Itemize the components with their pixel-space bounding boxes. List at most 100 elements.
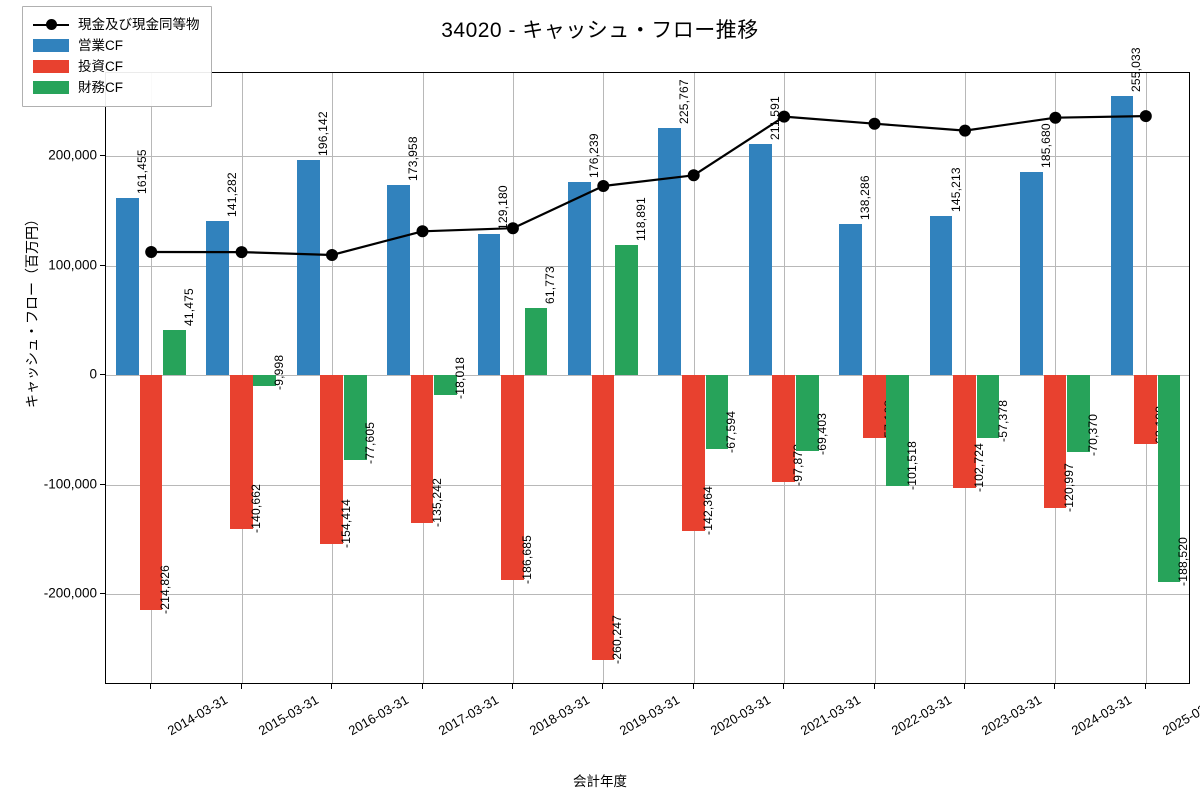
- y-axis-tick-label: 0: [89, 366, 97, 382]
- line-marker: [1049, 111, 1062, 124]
- bar-投資CF: [229, 375, 253, 530]
- line-marker: [145, 246, 158, 258]
- x-axis-tick-label: 2019-03-31: [617, 692, 683, 739]
- gridline-horizontal: [106, 156, 1189, 158]
- x-axis-tick-mark: [511, 684, 513, 689]
- x-axis-tick-label: 2017-03-31: [436, 692, 502, 739]
- bar-財務CF: [795, 375, 819, 452]
- bar-営業CF: [387, 184, 410, 376]
- legend-item-label: 財務CF: [78, 79, 123, 95]
- x-axis-tick-mark: [240, 684, 242, 689]
- x-axis-tick-mark: [421, 684, 423, 689]
- bar-営業CF: [1110, 96, 1134, 376]
- legend-line-marker-icon: [33, 18, 69, 32]
- line-marker: [778, 110, 791, 123]
- bar-営業CF: [115, 198, 139, 376]
- gridline-horizontal: [106, 375, 1189, 377]
- bar-営業CF: [568, 182, 591, 376]
- plot-area: 161,455 141,282 196,142 173,958 129,180 176,2…: [105, 47, 1190, 684]
- bar-営業CF: [839, 223, 863, 376]
- line-marker: [1139, 110, 1152, 123]
- line-marker: [326, 249, 338, 261]
- bar-営業CF: [296, 160, 320, 376]
- line-marker: [959, 124, 971, 137]
- bar-財務CF: [1067, 375, 1090, 453]
- bar-投資CF: [862, 375, 886, 438]
- line-marker: [687, 169, 700, 182]
- bar-営業CF: [206, 220, 230, 376]
- legend-item-label: 投資CF: [78, 58, 123, 74]
- gridline-horizontal: [106, 594, 1189, 596]
- y-axis-tick-label: -100,000: [43, 476, 97, 492]
- x-axis-tick-mark: [873, 684, 875, 689]
- y-axis-label: キャッシュ・フロー（百万円）: [24, 212, 40, 408]
- bar-財務CF: [976, 375, 1000, 438]
- y-axis-tick-mark: [100, 155, 105, 157]
- x-axis-tick-label: 2014-03-31: [165, 692, 231, 739]
- line-marker: [416, 225, 429, 238]
- x-axis-tick-mark: [1054, 684, 1056, 689]
- legend-item-label: 現金及び現金同等物: [78, 16, 200, 32]
- x-axis-tick-label: 2024-03-31: [1069, 692, 1135, 739]
- bar-財務CF: [886, 375, 910, 487]
- x-axis-tick-mark: [602, 684, 604, 689]
- y-axis-tick-label: -200,000: [43, 585, 97, 601]
- x-axis-tick-mark: [783, 684, 785, 689]
- x-axis-tick-label: 2023-03-31: [978, 692, 1044, 739]
- bar-財務CF: [524, 307, 548, 376]
- x-axis-tick-mark: [331, 684, 332, 689]
- x-axis-tick-label: 2020-03-31: [707, 692, 773, 739]
- bar-財務CF: [253, 375, 277, 387]
- x-axis-tick-label: 2018-03-31: [526, 692, 592, 739]
- bar-財務CF: [615, 245, 638, 376]
- y-axis-tick-label: 100,000: [48, 257, 97, 273]
- bar-投資CF: [591, 375, 615, 661]
- line-marker: [235, 246, 248, 259]
- cash-line-series: [145, 110, 1152, 261]
- x-axis-tick-mark: [692, 684, 694, 689]
- bar-財務CF: [705, 375, 729, 450]
- x-axis-tick-label: 2025-03-31: [1159, 692, 1200, 739]
- x-axis-tick-label: 2016-03-31: [345, 692, 412, 739]
- y-axis-tick-mark: [100, 374, 105, 376]
- bar-営業CF: [748, 143, 772, 376]
- legend-color-swatch-icon: [33, 38, 69, 53]
- bar-投資CF: [953, 375, 976, 488]
- line-marker: [597, 180, 610, 192]
- bar-営業CF: [1020, 171, 1043, 376]
- legend-item-3[interactable]: 財務CF: [33, 77, 200, 98]
- y-axis-tick-label: 200,000: [48, 147, 97, 163]
- bar-投資CF: [1134, 375, 1157, 445]
- bar-財務CF: [1157, 375, 1181, 582]
- chart-title: 34020 - キャッシュ・フロー推移: [441, 19, 759, 42]
- bar-財務CF: [343, 375, 367, 461]
- x-axis-tick-label: 2015-03-31: [255, 692, 321, 739]
- bar-投資CF: [772, 375, 796, 483]
- bar-財務CF: [163, 329, 186, 376]
- legend-item-2[interactable]: 投資CF: [33, 56, 200, 77]
- x-axis-tick-mark: [1144, 684, 1146, 689]
- chart-legend: 現金及び現金同等物営業CF 投資CF 財務CF: [22, 6, 212, 107]
- bar-投資CF: [139, 375, 163, 611]
- bar-投資CF: [320, 375, 344, 545]
- bar-営業CF: [929, 216, 953, 376]
- line-marker: [868, 117, 881, 130]
- legend-color-swatch-icon: [33, 59, 69, 74]
- bar-投資CF: [410, 375, 434, 524]
- legend-item-0[interactable]: 現金及び現金同等物: [33, 14, 200, 35]
- bar-投資CF: [1043, 375, 1067, 508]
- bar-投資CF: [682, 375, 705, 532]
- x-axis-tick-mark: [150, 684, 152, 689]
- line-marker: [506, 222, 519, 235]
- y-axis-tick-mark: [100, 593, 105, 595]
- y-axis-tick-mark: [100, 264, 105, 266]
- bar-財務CF: [434, 375, 457, 395]
- bar-営業CF: [477, 233, 501, 376]
- gridline-horizontal: [106, 265, 1189, 267]
- x-axis-label: 会計年度: [573, 774, 627, 789]
- gridline-horizontal: [106, 484, 1189, 486]
- legend-item-1[interactable]: 営業CF: [33, 35, 200, 56]
- x-axis-tick-label: 2022-03-31: [888, 692, 954, 739]
- x-axis-tick-mark: [964, 684, 965, 689]
